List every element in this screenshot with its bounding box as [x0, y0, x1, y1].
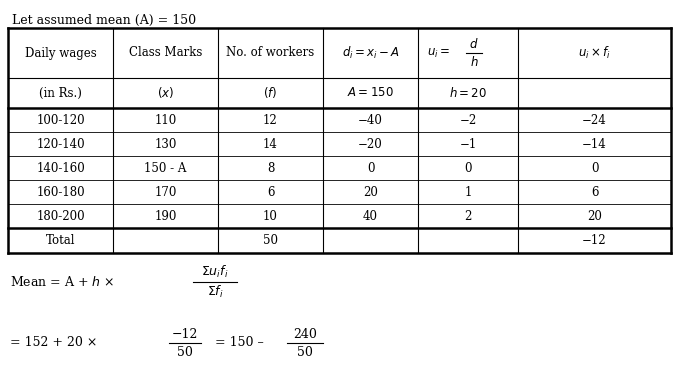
- Text: 12: 12: [263, 113, 278, 127]
- Text: Let assumed mean (A) = 150: Let assumed mean (A) = 150: [12, 14, 196, 27]
- Text: 1: 1: [464, 185, 472, 199]
- Text: $h = 20$: $h = 20$: [449, 86, 487, 100]
- Text: 0: 0: [367, 161, 374, 175]
- Text: 180-200: 180-200: [36, 209, 85, 223]
- Text: −12: −12: [172, 327, 198, 341]
- Text: Total: Total: [45, 234, 75, 247]
- Text: 0: 0: [464, 161, 472, 175]
- Text: (in Rs.): (in Rs.): [39, 87, 82, 99]
- Text: $u_i \times f_i$: $u_i \times f_i$: [578, 45, 611, 61]
- Text: −14: −14: [582, 137, 607, 151]
- Text: −1: −1: [460, 137, 477, 151]
- Text: 6: 6: [591, 185, 598, 199]
- Text: 0: 0: [591, 161, 598, 175]
- Text: $A = 150$: $A = 150$: [347, 87, 394, 99]
- Text: $u_i =$: $u_i =$: [427, 46, 450, 60]
- Text: 6: 6: [267, 185, 274, 199]
- Text: 150 - A: 150 - A: [145, 161, 187, 175]
- Text: 10: 10: [263, 209, 278, 223]
- Text: Daily wages: Daily wages: [24, 46, 96, 60]
- Text: $d_i = x_i - A$: $d_i = x_i - A$: [342, 45, 399, 61]
- Text: = 152 + 20 ×: = 152 + 20 ×: [10, 337, 97, 349]
- Text: −12: −12: [582, 234, 607, 247]
- Text: 2: 2: [464, 209, 472, 223]
- Text: 160-180: 160-180: [36, 185, 85, 199]
- Text: $h$: $h$: [470, 55, 478, 69]
- Text: 50: 50: [263, 234, 278, 247]
- Text: 14: 14: [263, 137, 278, 151]
- Text: 130: 130: [154, 137, 177, 151]
- Text: 50: 50: [177, 346, 193, 358]
- Text: −40: −40: [358, 113, 383, 127]
- Text: Class Marks: Class Marks: [129, 46, 202, 60]
- Text: $(f)$: $(f)$: [263, 86, 278, 101]
- Text: −24: −24: [582, 113, 607, 127]
- Text: 120-140: 120-140: [36, 137, 85, 151]
- Text: No. of workers: No. of workers: [226, 46, 314, 60]
- Text: $d$: $d$: [469, 37, 479, 51]
- Text: 110: 110: [154, 113, 177, 127]
- Text: 20: 20: [587, 209, 602, 223]
- Text: 240: 240: [293, 327, 317, 341]
- Text: $\Sigma u_i f_i$: $\Sigma u_i f_i$: [201, 264, 229, 280]
- Text: $\Sigma f_i$: $\Sigma f_i$: [206, 284, 223, 300]
- Text: 190: 190: [154, 209, 177, 223]
- Text: 100-120: 100-120: [36, 113, 85, 127]
- Text: 40: 40: [363, 209, 378, 223]
- Text: = 150 –: = 150 –: [215, 337, 263, 349]
- Text: −2: −2: [460, 113, 477, 127]
- Text: −20: −20: [358, 137, 383, 151]
- Text: 8: 8: [267, 161, 274, 175]
- Text: $(x)$: $(x)$: [157, 86, 174, 101]
- Text: Mean = A + $h$ ×: Mean = A + $h$ ×: [10, 275, 114, 289]
- Text: 170: 170: [154, 185, 177, 199]
- Text: 20: 20: [363, 185, 378, 199]
- Text: 50: 50: [297, 346, 313, 358]
- Text: 140-160: 140-160: [36, 161, 85, 175]
